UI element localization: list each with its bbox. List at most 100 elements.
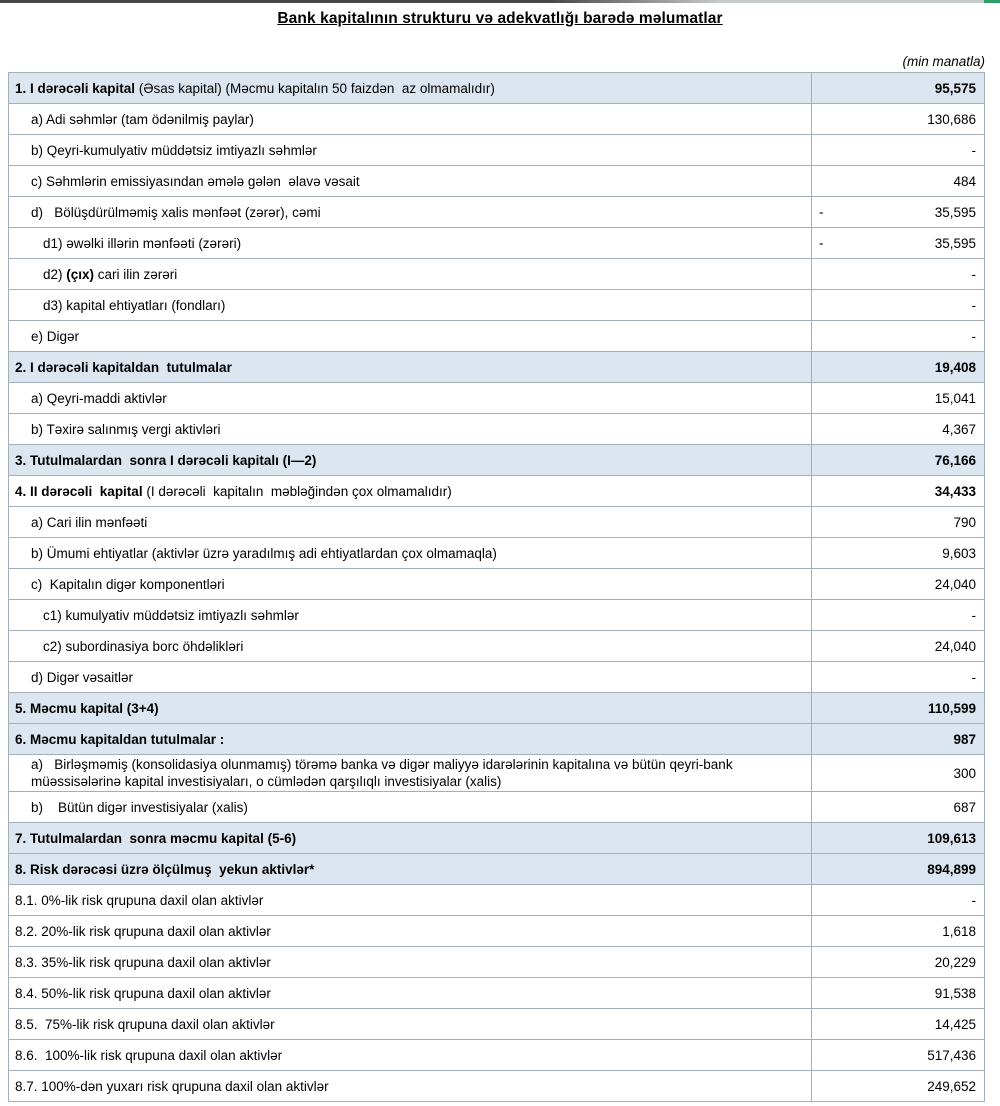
- table-row: d2) (çıx) cari ilin zərəri -: [8, 258, 985, 290]
- value-text: 987: [953, 731, 976, 747]
- value-text: 35,595: [934, 235, 976, 251]
- row-value: 76,166: [811, 444, 985, 476]
- value-text: 109,613: [927, 830, 976, 846]
- row-label: 4. II dərəcəli kapital (I dərəcəli kapit…: [8, 475, 812, 507]
- row-label-segment: 8. Risk dərəcəsi üzrə ölçülmuş yekun akt…: [15, 861, 315, 877]
- value-text: 35,595: [934, 204, 976, 220]
- row-label: 8.2. 20%-lik risk qrupuna daxil olan akt…: [8, 915, 812, 947]
- row-label-segment: (I dərəcəli kapitalın məbləğindən çox ol…: [142, 483, 452, 499]
- value-text: 687: [953, 799, 976, 815]
- row-label-segment: 8.4. 50%-lik risk qrupuna daxil olan akt…: [15, 985, 271, 1001]
- value-text: 9,603: [942, 545, 976, 561]
- value-text: -: [971, 142, 977, 158]
- row-value: 15,041: [811, 382, 985, 414]
- row-label-segment: c2) subordinasiya borc öhdəlikləri: [43, 638, 244, 654]
- row-label-segment: 2. I dərəcəli kapitaldan tutulmalar: [15, 359, 232, 375]
- row-value: -: [811, 599, 985, 631]
- window-edge-strip: [0, 0, 1000, 3]
- row-label-segment: d) Bölüşdürülməmiş xalis mənfəət (zərər)…: [31, 204, 321, 220]
- table-row: 2. I dərəcəli kapitaldan tutulmalar 19,40…: [8, 351, 985, 383]
- row-label: 8.7. 100%-dən yuxarı risk qrupuna daxil …: [8, 1070, 812, 1102]
- row-label: c) Səhmlərin emissiyasından əmələ gələn …: [8, 165, 812, 197]
- value-text: 19,408: [934, 359, 976, 375]
- row-label: 6. Məcmu kapitaldan tutulmalar :: [8, 723, 812, 755]
- table-row: b) Ümumi ehtiyatlar (aktivlər üzrə yarad…: [8, 537, 985, 569]
- table-row: b) Bütün digər investisiyalar (xalis) 687: [8, 791, 985, 823]
- row-label: a) Adi səhmlər (tam ödənilmiş paylar): [8, 103, 812, 135]
- row-label-segment: b) Ümumi ehtiyatlar (aktivlər üzrə yarad…: [31, 545, 497, 561]
- row-value: 9,603: [811, 537, 985, 569]
- row-value: 517,436: [811, 1039, 985, 1071]
- row-label-segment: c1) kumulyativ müddətsiz imtiyazlı səhml…: [43, 607, 299, 623]
- table-row: a) Qeyri-maddi aktivlər 15,041: [8, 382, 985, 414]
- row-value: - 35,595: [811, 196, 985, 228]
- row-label-segment: b) Qeyri-kumulyativ müddətsiz imtiyazlı …: [31, 142, 317, 158]
- row-value: -: [811, 289, 985, 321]
- row-label: b) Təxirə salınmış vergi aktivləri: [8, 413, 812, 445]
- row-value: 4,367: [811, 413, 985, 445]
- row-label-segment: 8.7. 100%-dən yuxarı risk qrupuna daxil …: [15, 1078, 329, 1094]
- table-row: a) Cari ilin mənfəəti 790: [8, 506, 985, 538]
- row-value: 790: [811, 506, 985, 538]
- page-title: Bank kapitalının strukturu və adekvatlığ…: [277, 10, 723, 27]
- row-value: -: [811, 258, 985, 290]
- row-label-segment: d1) əwəlki illərin mənfəəti (zərəri): [43, 235, 242, 251]
- row-value: 894,899: [811, 853, 985, 885]
- row-label-segment: 3. Tutulmalardan sonra I dərəcəli kapita…: [15, 452, 317, 468]
- row-label-segment: 8.1. 0%-lik risk qrupuna daxil olan akti…: [15, 892, 264, 908]
- table-row: 5. Məcmu kapital (3+4) 110,599: [8, 692, 985, 724]
- row-label: c2) subordinasiya borc öhdəlikləri: [8, 630, 812, 662]
- row-label-segment: d2): [43, 266, 67, 282]
- table-row: a) Birləşməmiş (konsolidasiya olunmamış)…: [8, 754, 985, 792]
- row-value: -: [811, 661, 985, 693]
- table-row: 6. Məcmu kapitaldan tutulmalar : 987: [8, 723, 985, 755]
- table-row: 8. Risk dərəcəsi üzrə ölçülmuş yekun akt…: [8, 853, 985, 885]
- table-row: a) Adi səhmlər (tam ödənilmiş paylar) 130…: [8, 103, 985, 135]
- table-row: c) Səhmlərin emissiyasından əmələ gələn …: [8, 165, 985, 197]
- value-text: 4,367: [942, 421, 976, 437]
- row-label-segment: a) Cari ilin mənfəəti: [31, 514, 148, 530]
- row-label: b) Ümumi ehtiyatlar (aktivlər üzrə yarad…: [8, 537, 812, 569]
- row-label: 8.5. 75%-lik risk qrupuna daxil olan akt…: [8, 1008, 812, 1040]
- row-label: d2) (çıx) cari ilin zərəri: [8, 258, 812, 290]
- value-text: 24,040: [934, 576, 976, 592]
- value-text: -: [971, 669, 977, 685]
- negative-sign: -: [819, 204, 824, 220]
- table-row: c1) kumulyativ müddətsiz imtiyazlı səhml…: [8, 599, 985, 631]
- table-row: 4. II dərəcəli kapital (I dərəcəli kapit…: [8, 475, 985, 507]
- row-value: 34,433: [811, 475, 985, 507]
- table-row: b) Təxirə salınmış vergi aktivləri 4,367: [8, 413, 985, 445]
- row-label-segment: (çıx): [66, 266, 95, 282]
- table-row: d) Bölüşdürülməmiş xalis mənfəət (zərər)…: [8, 196, 985, 228]
- row-value: 95,575: [811, 72, 985, 104]
- table-row: 1. I dərəcəli kapital (Əsas kapital) (Mə…: [8, 72, 985, 104]
- row-label: 3. Tutulmalardan sonra I dərəcəli kapita…: [8, 444, 812, 476]
- row-value: 19,408: [811, 351, 985, 383]
- value-text: 95,575: [934, 80, 976, 96]
- row-label-segment: 6. Məcmu kapitaldan tutulmalar :: [15, 731, 225, 747]
- table-row: c) Kapitalın digər komponentləri 24,040: [8, 568, 985, 600]
- table-row: 8.1. 0%-lik risk qrupuna daxil olan akti…: [8, 884, 985, 916]
- value-text: 20,229: [934, 954, 976, 970]
- table-row: e) Digər -: [8, 320, 985, 352]
- row-label-segment: c) Kapitalın digər komponentləri: [31, 576, 225, 592]
- row-label: 8.6. 100%-lik risk qrupuna daxil olan ak…: [8, 1039, 812, 1071]
- value-text: -: [971, 297, 977, 313]
- row-label-segment: 4. II dərəcəli kapital: [15, 483, 143, 499]
- row-value: 14,425: [811, 1008, 985, 1040]
- row-value: 91,538: [811, 977, 985, 1009]
- table-row: c2) subordinasiya borc öhdəlikləri 24,040: [8, 630, 985, 662]
- row-value: - 35,595: [811, 227, 985, 259]
- row-label-segment: a) Birləşməmiş (konsolidasiya olunmamış)…: [31, 757, 737, 789]
- row-label: e) Digər: [8, 320, 812, 352]
- row-value: -: [811, 320, 985, 352]
- row-label-segment: b) Bütün digər investisiyalar (xalis): [31, 799, 248, 815]
- row-label: 1. I dərəcəli kapital (Əsas kapital) (Mə…: [8, 72, 812, 104]
- row-label-segment: 7. Tutulmalardan sonra məcmu kapital (5-…: [15, 830, 297, 846]
- row-label: 5. Məcmu kapital (3+4): [8, 692, 812, 724]
- row-value: 687: [811, 791, 985, 823]
- value-text: -: [971, 266, 977, 282]
- row-label: 8. Risk dərəcəsi üzrə ölçülmuş yekun akt…: [8, 853, 812, 885]
- row-label: a) Qeyri-maddi aktivlər: [8, 382, 812, 414]
- table-row: 8.4. 50%-lik risk qrupuna daxil olan akt…: [8, 977, 985, 1009]
